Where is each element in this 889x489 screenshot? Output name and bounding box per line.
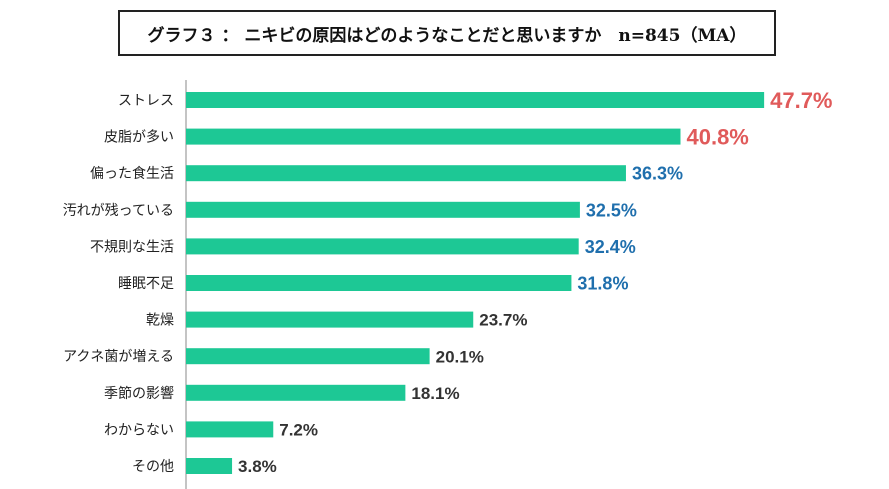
category-label: ストレス: [118, 93, 174, 109]
data-label: 36.3%: [632, 164, 683, 184]
bar: [186, 128, 681, 145]
bar: [186, 238, 579, 255]
category-label: 季節の影響: [104, 385, 174, 402]
data-label: 23.7%: [479, 311, 527, 330]
bar: [186, 421, 274, 438]
data-label: 7.2%: [279, 421, 318, 440]
category-label: その他: [132, 459, 174, 475]
chart-title-box: グラフ３ ： ニキビの原因はどのようなことだと思いますか n=845（MA）: [118, 10, 776, 56]
bar: [186, 311, 474, 328]
bar: [186, 92, 765, 108]
category-label: 皮脂が多い: [104, 129, 174, 146]
data-label: 20.1%: [436, 347, 484, 366]
bar: [186, 348, 430, 365]
category-label: 睡眠不足: [118, 276, 174, 292]
data-label: 32.5%: [586, 200, 637, 220]
bar: [186, 165, 626, 182]
data-label: 31.8%: [577, 273, 628, 293]
category-label: 偏った食生活: [90, 165, 174, 182]
bar: [186, 458, 233, 474]
category-label: アクネ菌が増える: [63, 349, 174, 365]
data-label: 18.1%: [411, 384, 459, 403]
category-label: 汚れが残っている: [63, 203, 174, 219]
category-label: 不規則な生活: [90, 239, 174, 255]
category-label: わからない: [104, 422, 174, 438]
bar: [186, 201, 580, 218]
chart-title: グラフ３ ： ニキビの原因はどのようなことだと思いますか n=845（MA）: [147, 25, 747, 46]
data-label: 3.8%: [238, 457, 277, 476]
category-label: 乾燥: [146, 313, 174, 329]
bar: [186, 384, 406, 401]
bar: [186, 275, 572, 291]
data-label: 47.7%: [770, 88, 832, 113]
data-label: 40.8%: [686, 125, 748, 150]
data-label: 32.4%: [585, 237, 636, 257]
